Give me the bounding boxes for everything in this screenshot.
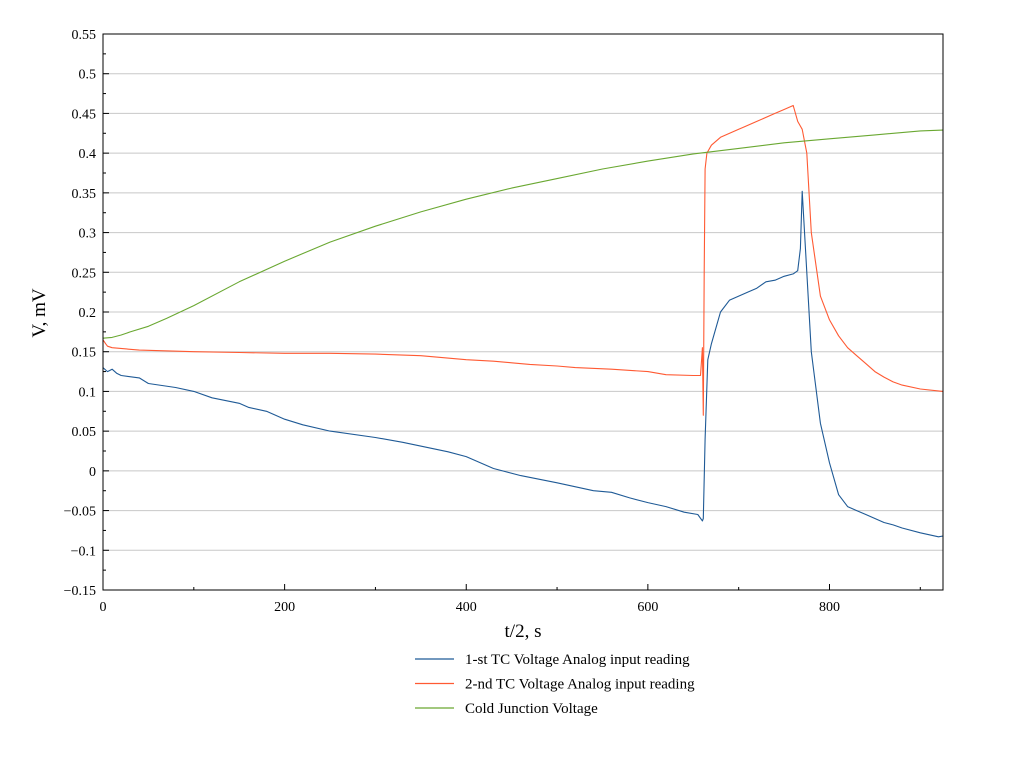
- y-tick-label: −0.15: [64, 584, 96, 599]
- y-tick-label: 0.1: [79, 385, 97, 400]
- legend-label: Cold Junction Voltage: [465, 701, 598, 717]
- series-line-1: [102, 190, 944, 538]
- legend: 1-st TC Voltage Analog input reading 2-nd…: [415, 652, 695, 717]
- x-tick-label: 600: [637, 600, 658, 615]
- legend-label: 1-st TC Voltage Analog input reading: [465, 652, 690, 668]
- x-tick-label: 0: [100, 600, 107, 615]
- series-line-3: [102, 129, 944, 339]
- x-axis-title: t/2, s: [505, 621, 542, 642]
- y-tick-label: 0.5: [79, 68, 97, 83]
- y-tick-label: 0.2: [79, 306, 97, 321]
- y-axis-title: V, mV: [29, 288, 50, 338]
- x-tick-label: 200: [274, 600, 295, 615]
- legend-label: 2-nd TC Voltage Analog input reading: [465, 677, 695, 693]
- grid-lines: [103, 33, 943, 591]
- y-tick-label: 0: [89, 465, 96, 480]
- y-tick-label: −0.1: [71, 544, 96, 559]
- y-tick-label: 0.3: [79, 227, 97, 242]
- y-tick-label: 0.25: [72, 266, 97, 281]
- y-tick-label: 0.05: [72, 425, 97, 440]
- y-tick-label: 0.4: [79, 147, 97, 162]
- x-tick-label: 800: [819, 600, 840, 615]
- y-tick-label: 0.55: [72, 28, 97, 43]
- series-line-2: [102, 104, 944, 416]
- y-tick-label: 0.45: [72, 107, 97, 122]
- y-tick-label: 0.35: [72, 187, 97, 202]
- series-layer: [102, 104, 944, 538]
- axis-ticks: −0.15 −0.1 −0.05 0 0.05 0.1 0.15 0.2 0.25 0.3 0.35…: [64, 28, 921, 615]
- x-tick-label: 400: [456, 600, 477, 615]
- y-tick-label: −0.05: [64, 505, 96, 520]
- y-tick-label: 0.15: [72, 346, 97, 361]
